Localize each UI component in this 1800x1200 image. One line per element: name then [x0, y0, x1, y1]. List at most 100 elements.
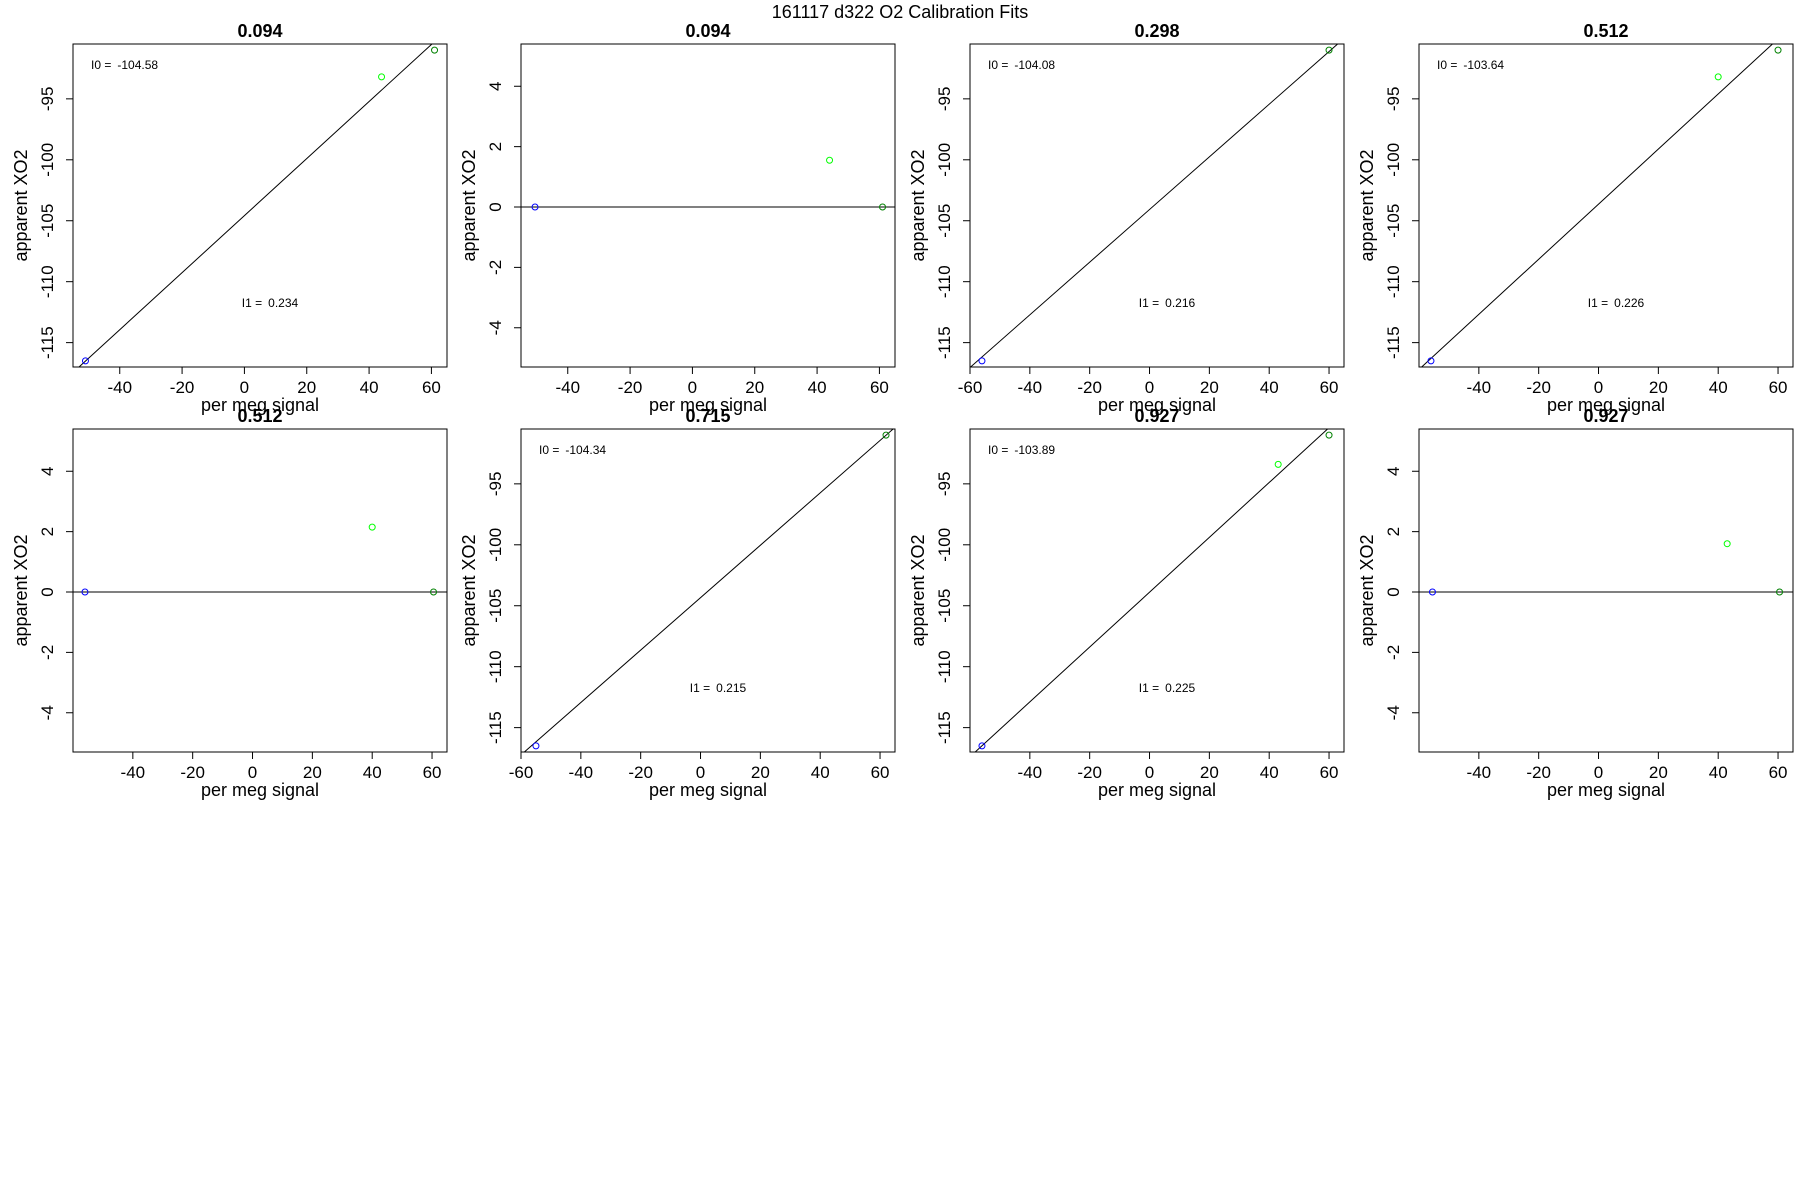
data-point [378, 73, 386, 81]
intercept-label: I0 = [539, 443, 559, 457]
y-axis-label: apparent XO2 [459, 149, 479, 261]
x-tick-label: -40 [1467, 378, 1492, 397]
intercept-annotation: I0 = -104.08 [988, 58, 1055, 72]
x-tick-label: -40 [555, 378, 580, 397]
y-tick-label: 4 [38, 467, 57, 476]
y-tick-label: -110 [38, 265, 57, 298]
x-axis-label: per meg signal [1098, 780, 1216, 800]
y-axis-label: apparent XO2 [908, 149, 928, 261]
y-tick-label: -115 [38, 326, 57, 359]
y-axis-label: apparent XO2 [11, 534, 31, 646]
x-tick-label: -40 [1018, 378, 1043, 397]
x-tick-label: 40 [363, 763, 382, 782]
x-tick-label: -20 [1526, 763, 1551, 782]
x-tick-label: -40 [1018, 763, 1043, 782]
slope-label: I1 = [242, 296, 262, 310]
plot-frame [72, 43, 448, 368]
y-tick-label: 0 [38, 587, 57, 596]
y-tick-label: -105 [486, 589, 505, 623]
x-tick-label: 20 [303, 763, 322, 782]
intercept-value: -103.89 [1014, 443, 1055, 457]
x-axis-label: per meg signal [201, 395, 319, 415]
x-tick-label: 60 [1320, 763, 1339, 782]
x-tick-label: 20 [751, 763, 770, 782]
slope-value: 0.226 [1614, 296, 1644, 310]
plot-frame [969, 428, 1345, 753]
slope-annotation: I1 = 0.215 [690, 681, 747, 695]
y-axis-label: apparent XO2 [908, 534, 928, 646]
data-point [430, 588, 438, 596]
slope-annotation: I1 = 0.234 [242, 296, 299, 310]
intercept-value: -103.64 [1463, 58, 1504, 72]
intercept-label: I0 = [1437, 58, 1457, 72]
plot-frame [1418, 428, 1794, 753]
y-axis-label: apparent XO2 [1357, 149, 1377, 261]
fit-line [1420, 44, 1774, 367]
x-axis-label: per meg signal [1098, 395, 1216, 415]
x-tick-label: 0 [248, 763, 257, 782]
calibration-panel-6: 0.715 -60 -40 -20 0 20 40 60 -95 -100 -105 -110 -115… [459, 406, 896, 800]
panel-title: 0.512 [237, 406, 282, 426]
x-tick-label: 40 [1260, 763, 1279, 782]
slope-value: 0.225 [1165, 681, 1195, 695]
intercept-annotation: I0 = -104.58 [91, 58, 158, 72]
x-tick-label: 60 [870, 378, 889, 397]
panel-title: 0.298 [1134, 21, 1179, 41]
x-tick-label: 0 [1594, 763, 1603, 782]
x-tick-label: 0 [1145, 763, 1154, 782]
x-tick-label: -20 [628, 763, 653, 782]
x-tick-label: 20 [745, 378, 764, 397]
y-tick-label: -110 [1384, 265, 1403, 298]
data-point [81, 357, 89, 365]
data-point [1428, 588, 1436, 596]
x-axis-label: per meg signal [1547, 395, 1665, 415]
x-tick-label: -20 [1077, 763, 1102, 782]
data-point [978, 357, 986, 365]
x-tick-label: -40 [1467, 763, 1492, 782]
y-tick-label: -105 [38, 204, 57, 238]
x-tick-label: 20 [1200, 763, 1219, 782]
x-tick-label: 60 [1769, 378, 1788, 397]
intercept-value: -104.34 [565, 443, 606, 457]
y-tick-label: -110 [486, 650, 505, 683]
fit-line [974, 429, 1329, 752]
y-tick-label: -95 [935, 87, 954, 112]
y-tick-label: -105 [1384, 204, 1403, 238]
y-tick-label: 2 [1384, 527, 1403, 536]
panel-title: 0.927 [1583, 406, 1628, 426]
plot-frame [72, 428, 448, 753]
calibration-panel-4: 0.512 -40 -20 0 20 40 60 -95 -100 -105 -110 -115 per… [1357, 21, 1794, 415]
y-tick-label: -95 [38, 87, 57, 112]
x-tick-label: 20 [1200, 378, 1219, 397]
panel-title: 0.715 [685, 406, 730, 426]
y-tick-label: -105 [935, 589, 954, 623]
y-tick-label: -4 [486, 320, 505, 335]
x-tick-label: 20 [297, 378, 316, 397]
intercept-label: I0 = [988, 58, 1008, 72]
plot-frame [520, 43, 896, 368]
x-tick-label: -60 [509, 763, 534, 782]
calibration-panel-7: 0.927 -40 -20 0 20 40 60 -95 -100 -105 -110 -115 per… [908, 406, 1345, 800]
panel-title: 0.094 [237, 21, 282, 41]
y-tick-label: 0 [1384, 587, 1403, 596]
x-tick-label: -20 [1077, 378, 1102, 397]
intercept-value: -104.58 [117, 58, 158, 72]
data-point [879, 203, 887, 211]
x-tick-label: 0 [1594, 378, 1603, 397]
y-tick-label: -95 [935, 472, 954, 497]
x-tick-label: -60 [958, 378, 983, 397]
x-tick-label: 40 [1709, 763, 1728, 782]
data-point [1274, 460, 1282, 468]
y-tick-label: 4 [1384, 467, 1403, 476]
y-tick-label: -4 [1384, 705, 1403, 720]
x-tick-label: -40 [121, 763, 146, 782]
y-tick-label: -100 [935, 143, 954, 177]
y-tick-label: 4 [486, 82, 505, 91]
y-tick-label: -2 [1384, 645, 1403, 660]
y-axis-label: apparent XO2 [459, 534, 479, 646]
slope-annotation: I1 = 0.226 [1588, 296, 1645, 310]
data-point [1427, 357, 1435, 365]
x-tick-label: 0 [1145, 378, 1154, 397]
